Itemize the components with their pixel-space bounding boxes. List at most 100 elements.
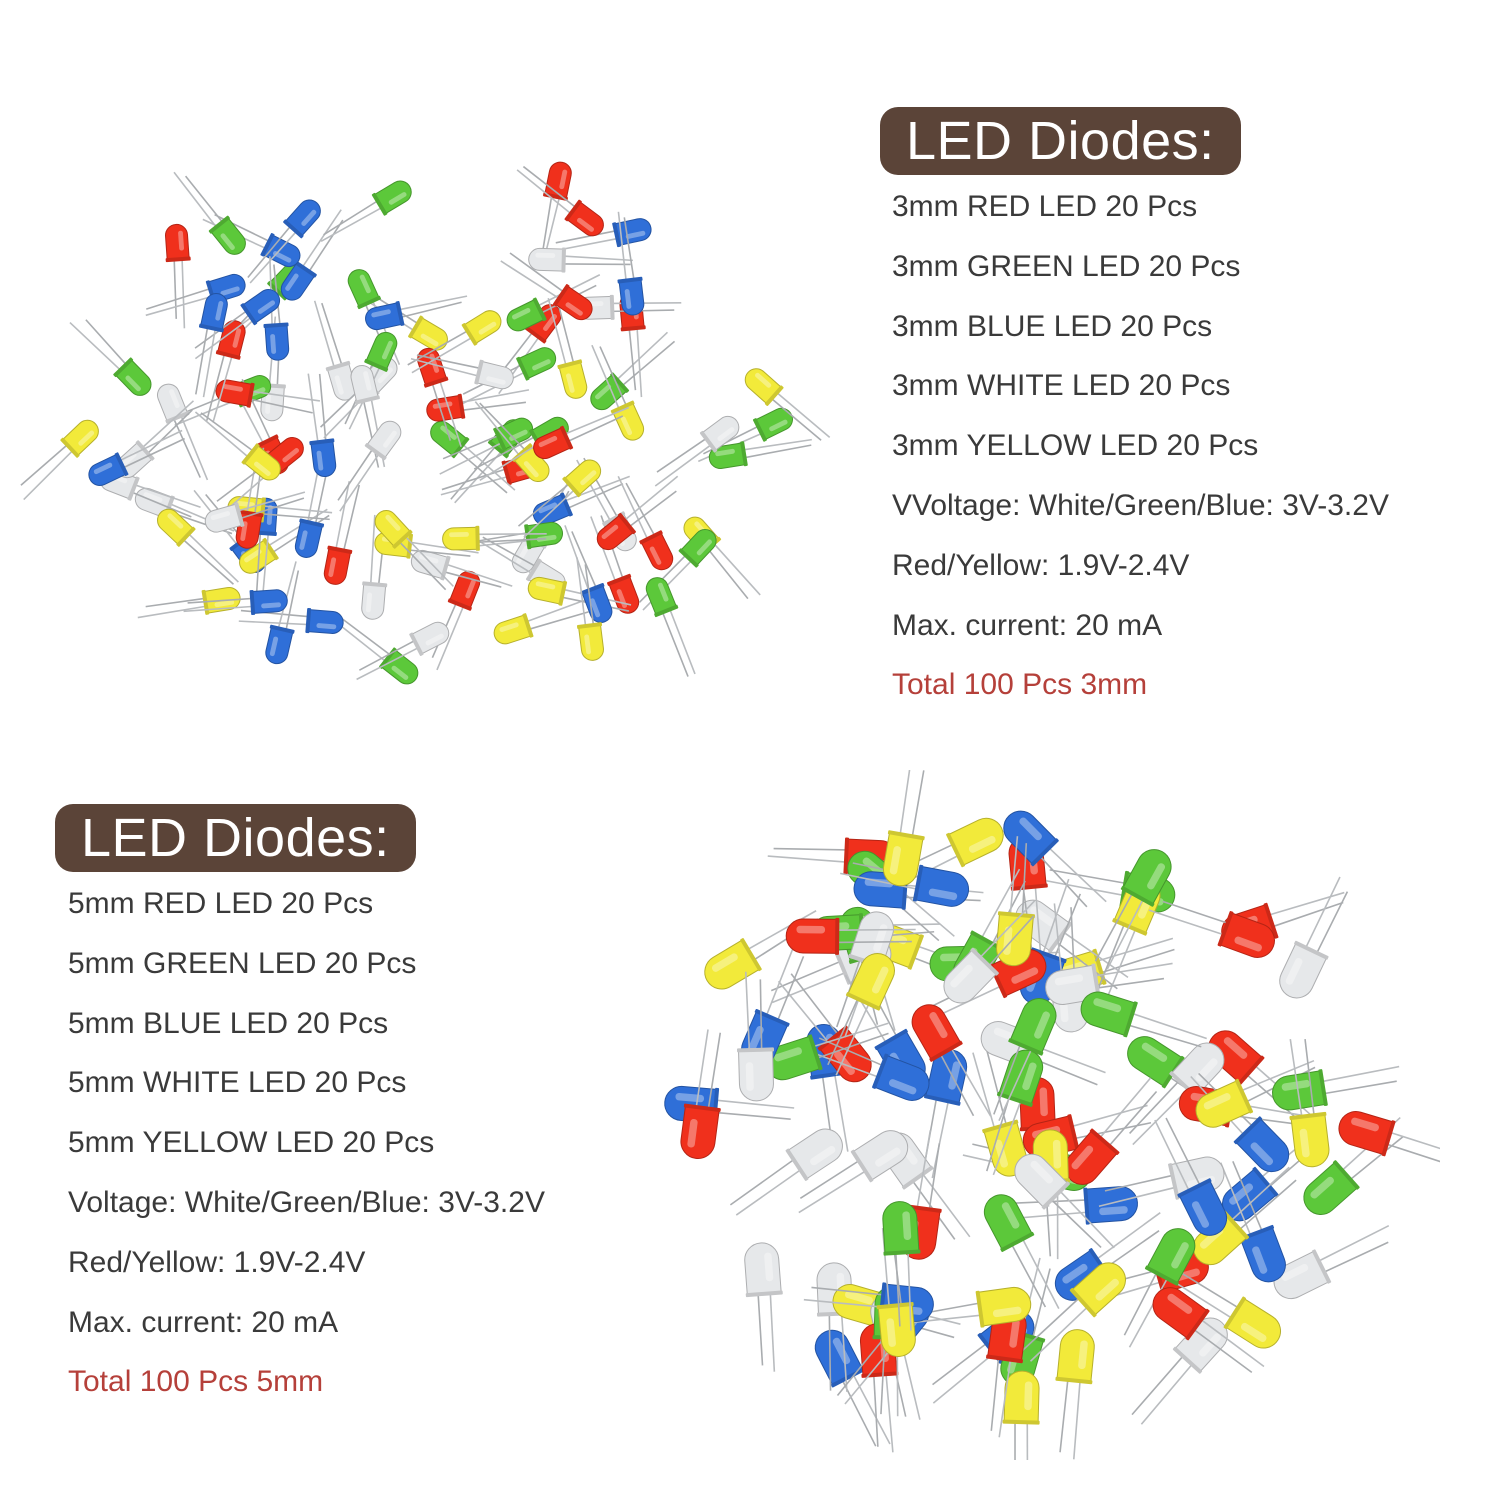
led-component [337, 420, 402, 512]
led-component [307, 373, 337, 478]
led-component [365, 295, 468, 331]
led-component [205, 320, 246, 423]
led-component [827, 953, 895, 1076]
led-component [517, 459, 602, 538]
led-component [911, 1004, 992, 1117]
led-component [1123, 1228, 1196, 1348]
led-component [804, 1037, 930, 1101]
led-component [1219, 1160, 1286, 1283]
led-component [528, 247, 633, 273]
led-component [1003, 810, 1107, 908]
led-component [1148, 900, 1275, 958]
led-component [708, 438, 812, 469]
spec-item: Voltage: White/Green/Blue: 3V-3.2V [68, 1185, 545, 1219]
led-component [539, 161, 572, 265]
led-component [547, 298, 588, 399]
led-component [173, 171, 246, 255]
led-component [165, 223, 191, 329]
led-component [1303, 1117, 1404, 1215]
led-component [431, 570, 481, 671]
led-component [729, 1128, 843, 1216]
spec-item: 5mm BLUE LED 20 Pcs [68, 1006, 389, 1040]
led-component [500, 252, 593, 321]
spec-item: 5mm WHITE LED 20 Pcs [68, 1066, 407, 1100]
led-5mm-pile-graphic [664, 770, 1440, 1460]
led-component [882, 1201, 921, 1331]
led-component [902, 1286, 1032, 1328]
led-component [145, 273, 246, 317]
spec-item: 3mm GREEN LED 20 Pcs [892, 249, 1241, 283]
led-component [323, 481, 361, 585]
led-component [638, 529, 717, 611]
led-component [459, 521, 564, 550]
led-component [533, 406, 630, 460]
led-component [1080, 991, 1207, 1048]
led-component [744, 368, 831, 441]
led-component [183, 589, 288, 616]
led-component [680, 1029, 722, 1159]
led-component [923, 1049, 968, 1179]
led-component [1164, 1269, 1281, 1349]
led-component [744, 1242, 783, 1372]
led-component [215, 379, 321, 414]
led-component [1272, 1065, 1400, 1111]
led-component [576, 557, 604, 661]
spec-item: 3mm WHITE LED 20 Pcs [892, 369, 1231, 403]
led-component [439, 417, 534, 475]
led-component [1338, 1111, 1440, 1167]
led-component [785, 917, 916, 955]
led-component [590, 515, 640, 614]
led-component [280, 209, 344, 301]
spec-item: VVoltage: White/Green/Blue: 3V-3.2V [892, 488, 1389, 522]
led-component [204, 491, 306, 533]
spec-item: Max. current: 20 mA [68, 1305, 339, 1339]
led-component [426, 389, 530, 422]
spec-item: 5mm RED LED 20 Pcs [68, 887, 374, 920]
led-component [238, 608, 344, 634]
led-component [814, 1329, 891, 1447]
led-component [596, 475, 679, 551]
led-component [344, 331, 398, 430]
led-component [1008, 1186, 1138, 1225]
led-component [617, 475, 674, 571]
led-component [1190, 1072, 1290, 1173]
led-component [654, 415, 740, 487]
led-component [1154, 1117, 1228, 1236]
led-component [137, 587, 241, 619]
section-title-5mm: LED Diodes: [55, 804, 416, 872]
spec-block-3mm: LED Diodes: 3mm RED LED 20 Pcs 3mm GREEN… [880, 107, 1389, 727]
led-component [1064, 1077, 1158, 1185]
led-component [1192, 1166, 1297, 1266]
led-component [407, 310, 502, 374]
led-component [516, 165, 604, 237]
led-component [943, 900, 1036, 1004]
led-component [1279, 876, 1349, 999]
total-count-3mm: Total 100 Pcs 3mm [892, 668, 1148, 702]
led-component [1094, 849, 1172, 970]
spec-list-3mm: 3mm RED LED 20 Pcs 3mm GREEN LED 20 Pcs … [892, 189, 1389, 703]
led-component [20, 419, 99, 501]
led-component [1273, 1224, 1390, 1300]
spec-item: 5mm GREEN LED 20 Pcs [68, 946, 417, 980]
section-title-3mm: LED Diodes: [880, 107, 1241, 175]
spec-item: 3mm RED LED 20 Pcs [892, 190, 1198, 223]
led-component [417, 347, 462, 448]
led-component [88, 429, 185, 487]
led-component [410, 354, 514, 390]
led-component [320, 180, 412, 243]
led-component [882, 770, 925, 887]
led-component [195, 293, 228, 398]
led-component [374, 510, 454, 591]
led-component [265, 561, 300, 665]
led-component [972, 1049, 1028, 1177]
led-component [1002, 1370, 1040, 1460]
led-component [590, 331, 676, 411]
led-component [442, 525, 547, 551]
spec-item: Red/Yellow: 1.9V-2.4V [892, 548, 1190, 582]
led-component [1021, 1262, 1126, 1362]
led-3mm-photo [20, 90, 850, 730]
led-component [493, 596, 592, 645]
led-component [617, 211, 645, 316]
led-component [1014, 1153, 1115, 1249]
led-component [462, 347, 557, 405]
